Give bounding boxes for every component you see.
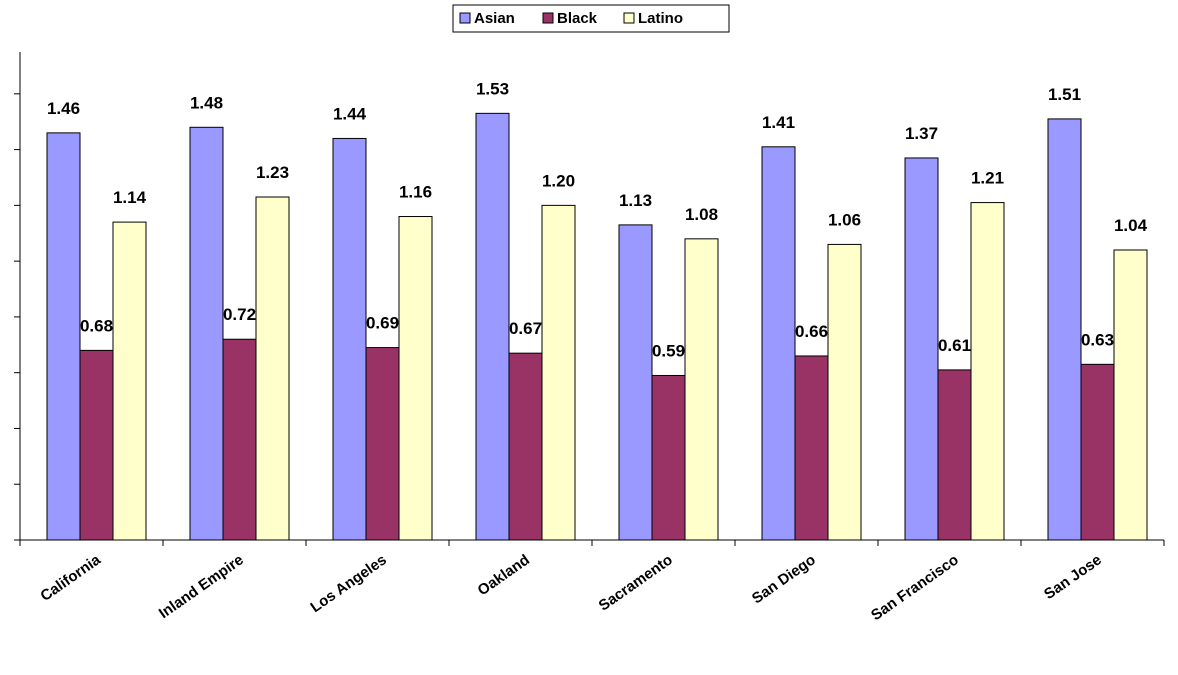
bar-asian-san-jose xyxy=(1047,118,1082,541)
bar-latino-san-jose xyxy=(1113,249,1148,541)
bar-black-oakland xyxy=(508,352,543,541)
category-labels-group: California Inland Empire Los Angeles Oaklan… xyxy=(37,551,1104,624)
legend-label-latino: Latino xyxy=(638,10,683,27)
data-label: 0.59 xyxy=(652,341,685,360)
bar-asian-san-francisco xyxy=(904,157,939,541)
bar-asian-los-angeles xyxy=(332,137,367,541)
legend-swatch-latino xyxy=(623,12,635,24)
bar-black-california xyxy=(79,349,114,541)
bar-latino-san-francisco xyxy=(970,202,1005,541)
legend-label-asian: Asian xyxy=(474,10,515,27)
category-label: Sacramento xyxy=(596,551,676,614)
data-label: 1.48 xyxy=(190,93,223,112)
bar-latino-california xyxy=(112,221,147,541)
bar-black-san-jose xyxy=(1080,363,1115,541)
bar-black-los-angeles xyxy=(365,347,400,541)
bar-latino-sacramento xyxy=(684,238,719,541)
category-label: San Jose xyxy=(1041,551,1105,603)
data-label: 0.69 xyxy=(366,314,399,333)
data-label: 1.04 xyxy=(1114,216,1148,235)
data-label: 1.14 xyxy=(113,188,147,207)
category-label: California xyxy=(37,551,104,605)
category-label: San Diego xyxy=(749,551,819,607)
bar-latino-san-diego xyxy=(827,243,862,541)
data-label: 1.08 xyxy=(685,205,718,224)
legend-box xyxy=(452,4,730,33)
category-label: Oakland xyxy=(475,551,533,599)
bar-latino-oakland xyxy=(541,204,576,541)
data-label: 0.61 xyxy=(938,336,971,355)
data-label: 0.67 xyxy=(509,319,542,338)
bar-latino-inland-empire xyxy=(255,196,290,541)
data-label: 0.72 xyxy=(223,305,256,324)
legend-swatch-black xyxy=(542,12,554,24)
data-label: 1.37 xyxy=(905,124,938,143)
category-label: Los Angeles xyxy=(307,551,389,616)
bar-black-sacramento xyxy=(651,374,686,541)
bar-black-san-diego xyxy=(794,355,829,541)
category-label: San Francisco xyxy=(868,551,962,624)
bars-group xyxy=(46,112,1148,541)
data-label: 0.68 xyxy=(80,316,113,335)
data-label: 1.51 xyxy=(1048,85,1081,104)
bar-black-san-francisco xyxy=(937,369,972,541)
bar-asian-oakland xyxy=(475,112,510,541)
data-label: 1.53 xyxy=(476,79,509,98)
bar-black-inland-empire xyxy=(222,338,257,541)
data-label: 1.06 xyxy=(828,210,861,229)
bar-asian-california xyxy=(46,132,81,541)
data-label: 1.16 xyxy=(399,183,432,202)
legend-label-black: Black xyxy=(557,10,598,27)
bar-asian-sacramento xyxy=(618,224,653,541)
category-label: Inland Empire xyxy=(156,551,247,622)
data-label: 0.63 xyxy=(1081,330,1114,349)
data-label: 1.46 xyxy=(47,99,80,118)
bar-asian-san-diego xyxy=(761,146,796,541)
data-label: 0.66 xyxy=(795,322,828,341)
data-labels-group: 1.46 0.68 1.14 1.48 0.72 1.23 1.44 0.69 1.16 1.53… xyxy=(47,79,1148,360)
data-label: 1.13 xyxy=(619,191,652,210)
legend-swatch-asian xyxy=(459,12,471,24)
data-label: 1.21 xyxy=(971,169,1004,188)
legend: Asian Black Latino xyxy=(452,4,730,33)
data-label: 1.23 xyxy=(256,163,289,182)
bar-asian-inland-empire xyxy=(189,126,224,541)
data-label: 1.20 xyxy=(542,171,575,190)
bar-latino-los-angeles xyxy=(398,216,433,541)
data-label: 1.44 xyxy=(333,104,367,123)
data-label: 1.41 xyxy=(762,113,795,132)
